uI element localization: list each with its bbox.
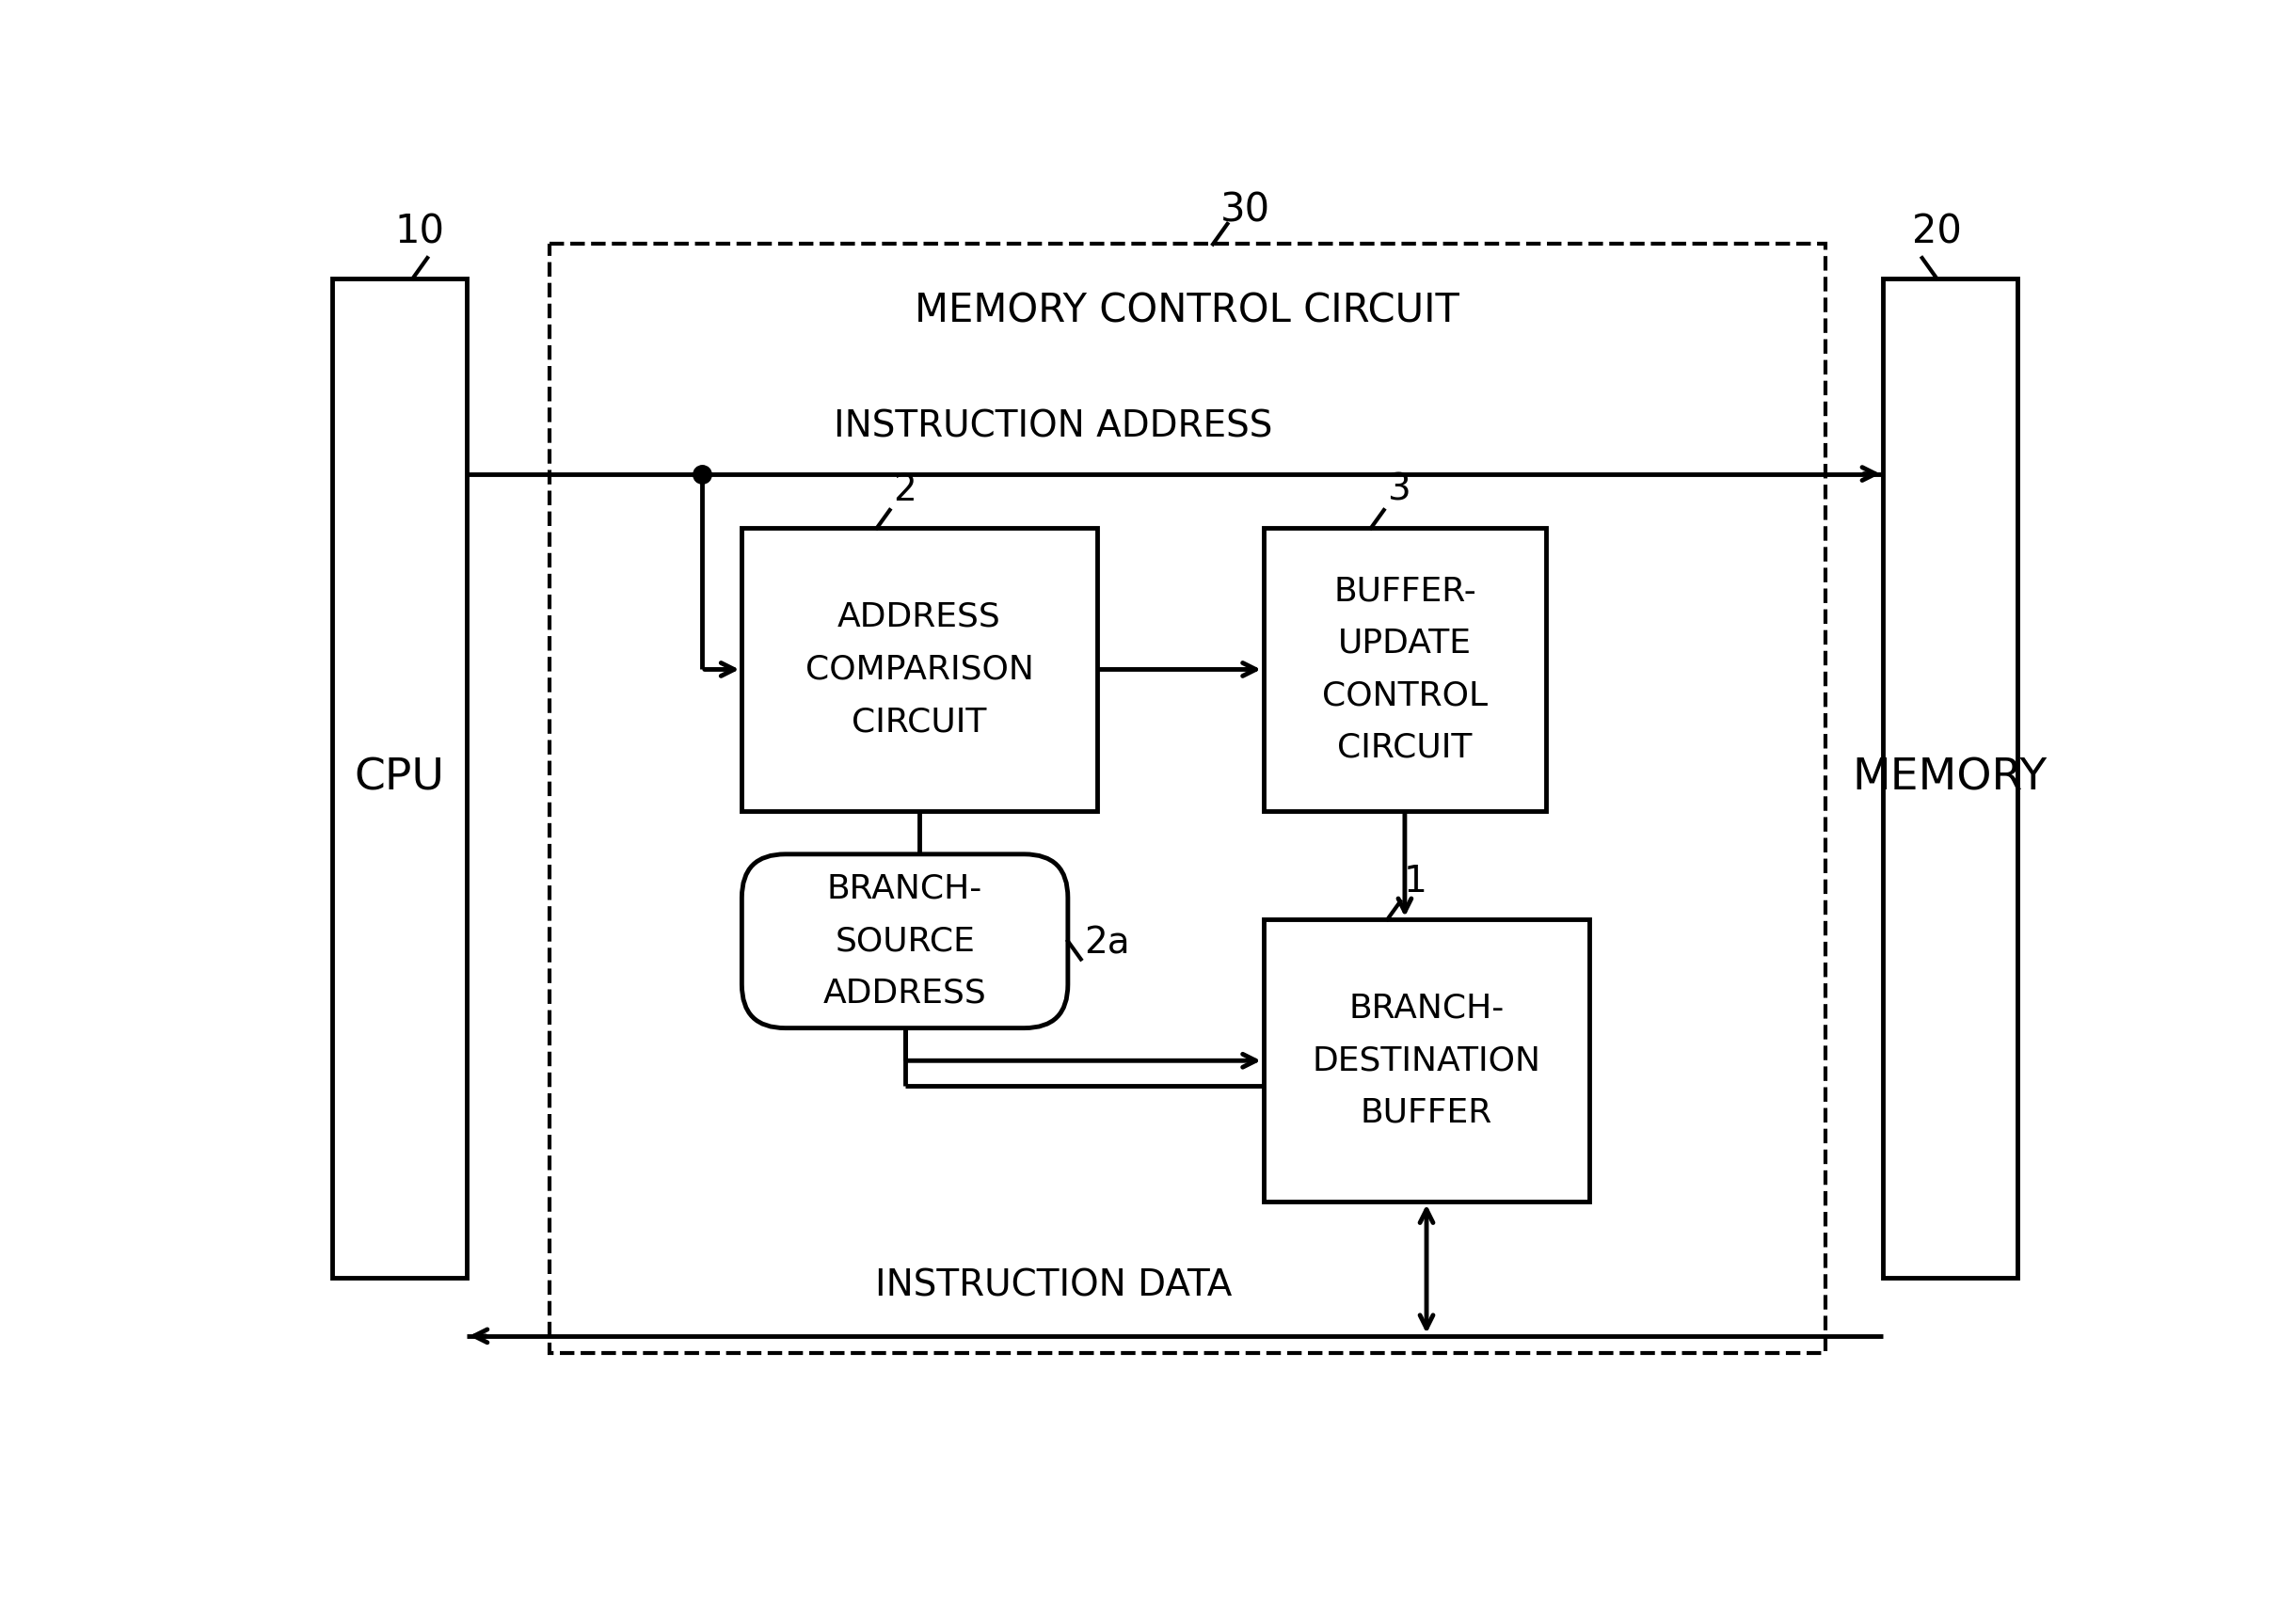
Bar xyxy=(333,278,466,1278)
Text: 30: 30 xyxy=(1221,190,1271,229)
Text: BUFFER-
UPDATE
CONTROL
CIRCUIT: BUFFER- UPDATE CONTROL CIRCUIT xyxy=(1322,575,1487,763)
Bar xyxy=(1265,919,1590,1202)
Text: 10: 10 xyxy=(395,211,445,252)
Bar xyxy=(1265,528,1547,810)
Text: 3: 3 xyxy=(1386,473,1409,508)
FancyBboxPatch shape xyxy=(741,854,1067,1028)
Text: CPU: CPU xyxy=(353,757,445,799)
Text: BRANCH-
DESTINATION
BUFFER: BRANCH- DESTINATION BUFFER xyxy=(1313,992,1540,1129)
Bar xyxy=(1882,278,2017,1278)
Bar xyxy=(741,528,1097,810)
Text: MEMORY CONTROL CIRCUIT: MEMORY CONTROL CIRCUIT xyxy=(916,291,1460,331)
Text: BRANCH-
SOURCE
ADDRESS: BRANCH- SOURCE ADDRESS xyxy=(824,872,987,1010)
Text: 2a: 2a xyxy=(1083,926,1129,961)
Text: MEMORY: MEMORY xyxy=(1852,757,2047,799)
Text: INSTRUCTION DATA: INSTRUCTION DATA xyxy=(874,1268,1232,1304)
Text: ADDRESS
COMPARISON
CIRCUIT: ADDRESS COMPARISON CIRCUIT xyxy=(806,601,1033,737)
Text: 1: 1 xyxy=(1402,864,1427,900)
Text: 20: 20 xyxy=(1912,211,1962,252)
Bar xyxy=(551,244,1825,1353)
Text: 2: 2 xyxy=(893,473,916,508)
Text: INSTRUCTION ADDRESS: INSTRUCTION ADDRESS xyxy=(833,409,1274,445)
